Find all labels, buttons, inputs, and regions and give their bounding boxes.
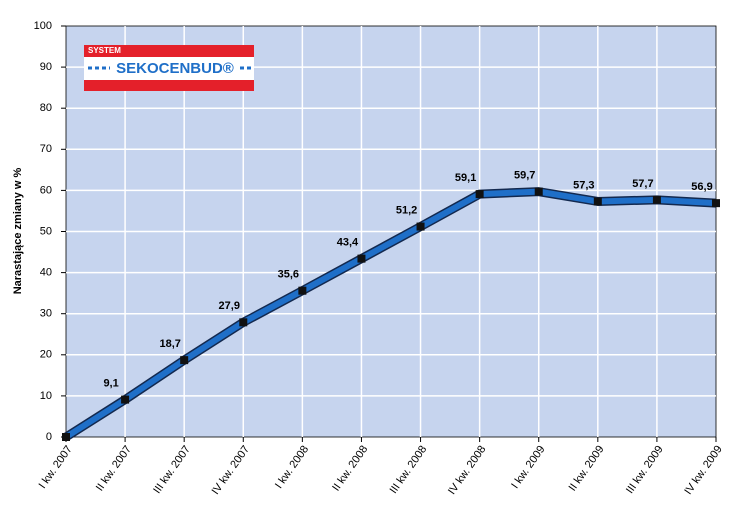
line	[64, 188, 717, 440]
logo-brand: SEKOCENBUD®	[116, 60, 234, 77]
logo-bottom-bar	[84, 80, 254, 91]
x-tick-label: II kw. 2008	[330, 444, 370, 494]
value-label: 56,9	[691, 181, 712, 193]
x-tick-label: III kw. 2009	[624, 444, 666, 496]
point-marker	[298, 286, 307, 295]
logo-system: SYSTEM	[88, 46, 121, 55]
logo-top-bar	[84, 45, 254, 57]
y-tick-label: 30	[40, 308, 52, 320]
y-tick-label: 50	[40, 225, 52, 237]
value-label: 59,7	[514, 170, 535, 182]
value-label: 43,4	[337, 237, 359, 249]
point-marker	[652, 195, 661, 204]
value-label: 9,1	[103, 378, 118, 390]
point-marker	[62, 433, 70, 441]
value-label: 35,6	[278, 269, 299, 281]
value-label: 51,2	[396, 204, 417, 216]
x-tick-label: IV kw. 2008	[446, 444, 488, 497]
point-marker	[712, 199, 720, 208]
logo: SYSTEM SEKOCENBUD®	[84, 45, 254, 91]
y-tick-label: 80	[40, 102, 52, 114]
x-tick-label: IV kw. 2009	[682, 444, 724, 497]
x-tick-label: III kw. 2008	[388, 444, 430, 496]
point-marker	[475, 190, 484, 199]
value-label: 57,3	[573, 179, 594, 191]
y-tick-label: 100	[34, 20, 52, 32]
x-tick-label: I kw. 2009	[509, 444, 547, 491]
y-tick-label: 10	[40, 390, 52, 402]
point-marker	[239, 318, 248, 327]
y-axis-label: Narastające zmiany w %	[12, 168, 24, 295]
x-tick-label: II kw. 2007	[94, 444, 134, 494]
y-tick-label: 20	[40, 349, 52, 361]
y-tick-label: 0	[46, 431, 52, 443]
point-marker	[121, 395, 130, 404]
value-label: 59,1	[455, 172, 476, 184]
point-marker	[416, 222, 425, 231]
value-label: 57,7	[632, 178, 653, 190]
y-tick-label: 90	[40, 61, 52, 73]
y-tick-label: 70	[40, 143, 52, 155]
x-tick-label: I kw. 2007	[37, 444, 75, 491]
x-tick-label: I kw. 2008	[273, 444, 311, 491]
value-label: 18,7	[159, 338, 180, 350]
value-label: 27,9	[219, 300, 240, 312]
point-marker	[357, 254, 366, 263]
x-tick-label: III kw. 2007	[151, 444, 193, 496]
y-tick-label: 60	[40, 184, 52, 196]
point-marker	[593, 197, 602, 206]
y-tick-label: 40	[40, 267, 52, 279]
x-tick-label: IV kw. 2007	[210, 444, 252, 497]
x-tick-label: II kw. 2009	[567, 444, 607, 494]
point-marker	[534, 187, 543, 196]
point-marker	[180, 356, 189, 365]
